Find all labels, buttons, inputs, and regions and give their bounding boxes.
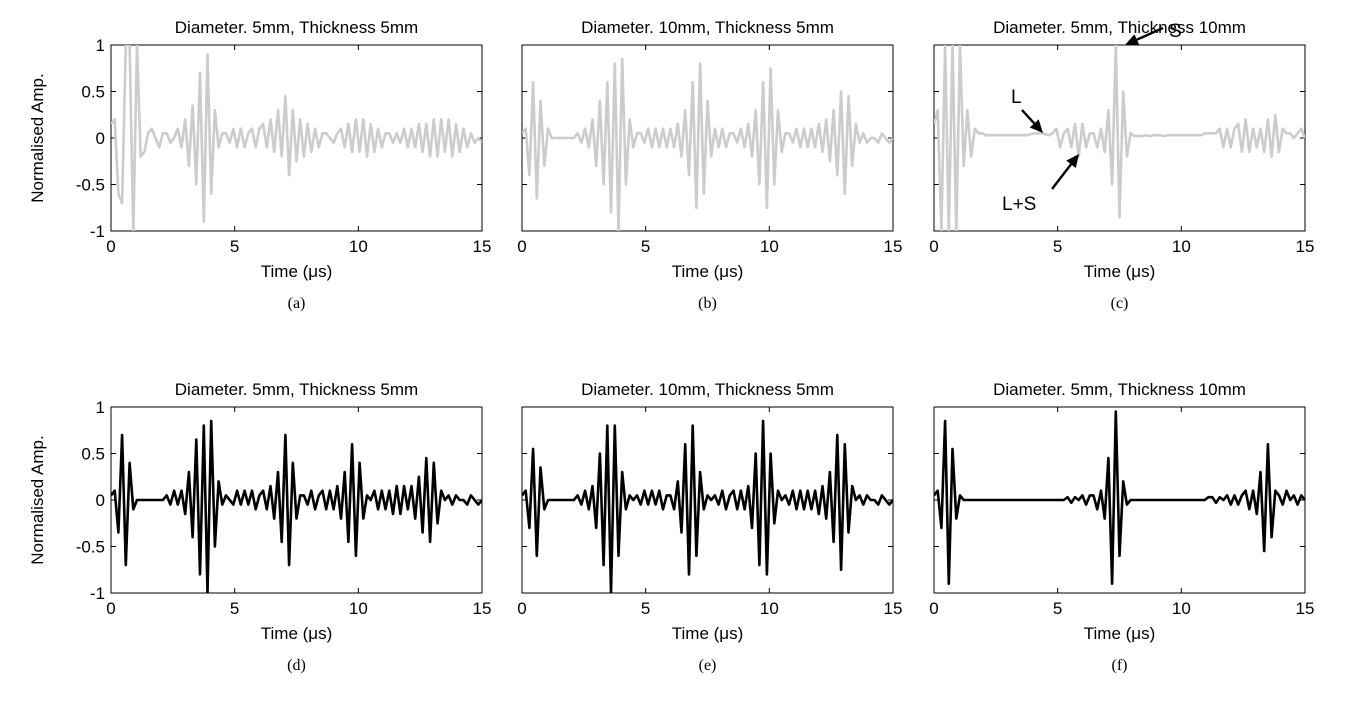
- chart-title: Diameter. 5mm, Thickness 5mm: [175, 380, 418, 399]
- chart-title: Diameter. 10mm, Thickness 5mm: [581, 18, 834, 37]
- x-tick-label: 5: [230, 599, 239, 618]
- annotation-l-plus-s-arrow: [1051, 163, 1073, 190]
- signal-line: [111, 419, 482, 593]
- x-tick-label: 10: [349, 599, 368, 618]
- y-tick-label: -0.5: [76, 176, 105, 195]
- x-axis-label: Time (μs): [261, 262, 333, 281]
- signal-line: [522, 57, 893, 231]
- x-tick-label: 5: [1053, 237, 1062, 256]
- y-tick-label: -1: [90, 222, 105, 241]
- x-tick-label: 15: [1296, 237, 1315, 256]
- x-tick-label: 0: [517, 599, 526, 618]
- annotation-s-arrow: [1136, 26, 1164, 41]
- x-tick-label: 0: [929, 237, 938, 256]
- x-tick-label: 5: [641, 599, 650, 618]
- y-tick-label: 1: [96, 398, 105, 417]
- plot-area-frame: [521, 44, 894, 232]
- panel-caption: (b): [698, 295, 717, 312]
- y-tick-label: -0.5: [76, 538, 105, 557]
- y-tick-label: 0: [96, 129, 105, 148]
- chart-title: Diameter. 5mm, Thickness 10mm: [993, 380, 1246, 399]
- x-tick-label: 0: [106, 237, 115, 256]
- panel-caption: (d): [287, 657, 306, 674]
- x-tick-label: 10: [760, 237, 779, 256]
- x-tick-label: 10: [1172, 237, 1191, 256]
- chart-title: Diameter. 10mm, Thickness 5mm: [581, 380, 834, 399]
- chart-title: Diameter. 5mm, Thickness 10mm: [993, 18, 1246, 37]
- panel-caption: (c): [1111, 295, 1129, 312]
- x-tick-label: 10: [1172, 599, 1191, 618]
- x-tick-label: 15: [1296, 599, 1315, 618]
- x-tick-label: 5: [230, 237, 239, 256]
- signal-line: [934, 45, 1305, 231]
- annotation-l-plus-s-arrow-head: [1066, 154, 1079, 168]
- panel-caption: (a): [288, 295, 306, 312]
- chart-panel-6: 0 5 10 15 Diameter. 5mm, Thickness 10mm Time …: [929, 380, 1314, 674]
- chart-panel-5: 0 5 10 15 Diameter. 10mm, Thickness 5mm Time …: [517, 380, 902, 674]
- panel-caption: (e): [699, 657, 717, 674]
- x-tick-label: 5: [641, 237, 650, 256]
- x-axis-label: Time (μs): [672, 624, 744, 643]
- annotation-l-plus-s: L+S: [1002, 194, 1036, 215]
- chart-panel-4: 0 5 10 15 1 0.5 0 -0.5 -1 Diameter. 5mm, Thicknes…: [28, 380, 491, 674]
- x-axis-label: Time (μs): [672, 262, 744, 281]
- x-tick-label: 15: [473, 599, 492, 618]
- y-tick-label: -1: [90, 584, 105, 603]
- panel-caption: (f): [1112, 657, 1128, 674]
- y-axis-label: Normalised Amp.: [28, 435, 47, 564]
- signal-line: [522, 419, 893, 593]
- x-axis-label: Time (μs): [261, 624, 333, 643]
- chart-title: Diameter. 5mm, Thickness 5mm: [175, 18, 418, 37]
- signal-line: [934, 410, 1305, 585]
- annotations: L S L+S: [1002, 21, 1182, 215]
- x-axis-label: Time (μs): [1084, 262, 1156, 281]
- y-axis-label: Normalised Amp.: [28, 73, 47, 202]
- x-tick-label: 10: [760, 599, 779, 618]
- annotation-s-arrow-head: [1125, 34, 1140, 46]
- annotation-l: L: [1011, 87, 1022, 108]
- chart-panel-1: 0 5 10 15 1 0.5 0 -0.5 -1 Diameter. 5mm, Thicknes…: [28, 18, 491, 312]
- annotation-s: S: [1169, 21, 1182, 42]
- x-tick-label: 15: [884, 237, 903, 256]
- x-tick-label: 0: [106, 599, 115, 618]
- y-tick-label: 1: [96, 36, 105, 55]
- x-tick-label: 10: [349, 237, 368, 256]
- y-tick-label: 0.5: [81, 83, 105, 102]
- plot-area-frame: [110, 44, 483, 232]
- x-axis-label: Time (μs): [1084, 624, 1156, 643]
- x-tick-label: 15: [884, 599, 903, 618]
- signal-line: [111, 45, 482, 231]
- chart-panel-3: 0 5 10 15 Diameter. 5mm, Thickness 10mm Time …: [929, 18, 1314, 312]
- y-tick-label: 0.5: [81, 445, 105, 464]
- x-tick-label: 15: [473, 237, 492, 256]
- chart-panel-2: 0 5 10 15 Diameter. 10mm, Thickness 5mm Time …: [517, 18, 902, 312]
- annotation-l-arrow-head: [1029, 119, 1043, 133]
- y-tick-label: 0: [96, 491, 105, 510]
- x-tick-label: 0: [929, 599, 938, 618]
- annotation-l-arrow: [1021, 109, 1036, 125]
- x-tick-label: 5: [1053, 599, 1062, 618]
- x-tick-label: 0: [517, 237, 526, 256]
